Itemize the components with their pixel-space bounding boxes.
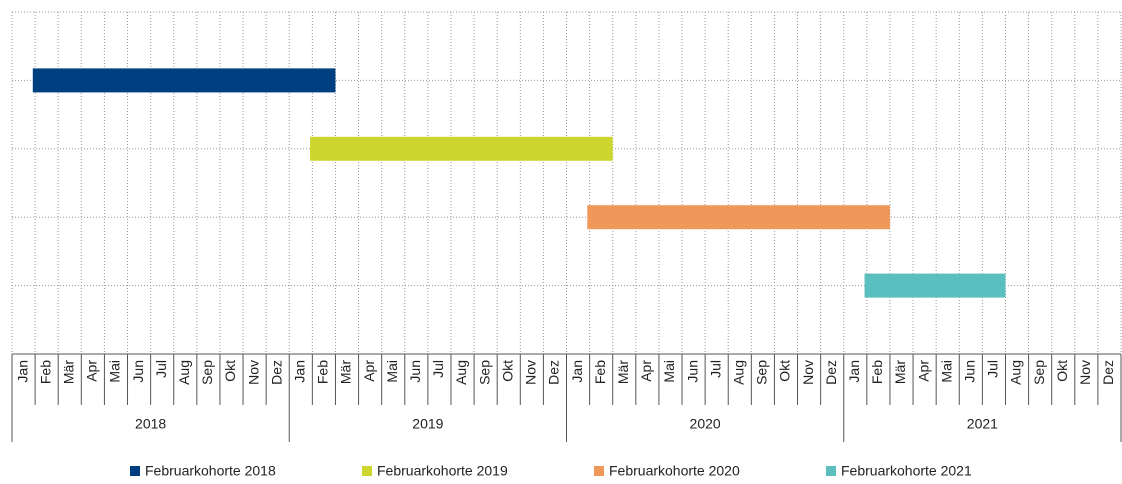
legend-swatch [362,466,372,476]
month-label: Dez [546,360,562,385]
month-label: Mai [384,360,400,383]
year-label: 2021 [967,416,998,432]
month-label: Aug [730,360,746,385]
month-label: Jul [707,360,723,378]
month-label: Jun [407,360,423,383]
month-label: Aug [453,360,469,385]
month-label: Feb [592,360,608,384]
month-label: Jul [153,360,169,378]
month-label: Mai [661,360,677,383]
month-label: Dez [268,360,284,385]
month-label: Dez [1100,360,1116,385]
month-label: Jan [14,360,30,383]
month-label: Mär [615,360,631,384]
legend-swatch [130,466,140,476]
month-label: Feb [37,360,53,384]
month-label: Apr [84,360,100,382]
month-label: Nov [800,360,816,385]
month-label: Jun [684,360,700,383]
month-label: Nov [1077,360,1093,385]
month-label: Sep [1031,360,1047,385]
month-label: Okt [777,360,793,382]
month-label: Dez [823,360,839,385]
month-label: Jan [569,360,585,383]
month-label: Feb [869,360,885,384]
legend-swatch [594,466,604,476]
month-label: Nov [523,360,539,385]
legend-swatch [826,466,836,476]
month-label: Okt [222,360,238,382]
month-label: Okt [499,360,515,382]
month-label: Jul [985,360,1001,378]
month-label: Okt [1054,360,1070,382]
month-label: Apr [638,360,654,382]
month-label: Apr [361,360,377,382]
month-label: Apr [915,360,931,382]
year-label: 2019 [412,416,443,432]
month-label: Aug [176,360,192,385]
month-label: Feb [315,360,331,384]
month-label: Mär [60,360,76,384]
legend-label: Februarkohorte 2021 [841,463,972,479]
year-label: 2020 [690,416,721,432]
legend-label: Februarkohorte 2020 [609,463,740,479]
bar [32,68,336,93]
month-label: Jan [292,360,308,383]
month-label: Jul [430,360,446,378]
month-label: Aug [1008,360,1024,385]
month-label: Sep [199,360,215,385]
legend-label: Februarkohorte 2019 [377,463,508,479]
bar [310,136,613,161]
year-label: 2018 [135,416,166,432]
month-label: Sep [754,360,770,385]
month-label: Nov [245,360,261,385]
legend-label: Februarkohorte 2018 [145,463,276,479]
month-label: Mär [338,360,354,384]
month-label: Mär [892,360,908,384]
month-label: Jun [962,360,978,383]
month-label: Jun [130,360,146,383]
month-label: Sep [476,360,492,385]
month-label: Mai [107,360,123,383]
bar [587,205,890,230]
month-label: Mai [938,360,954,383]
month-label: Jan [846,360,862,383]
bar [864,273,1006,298]
